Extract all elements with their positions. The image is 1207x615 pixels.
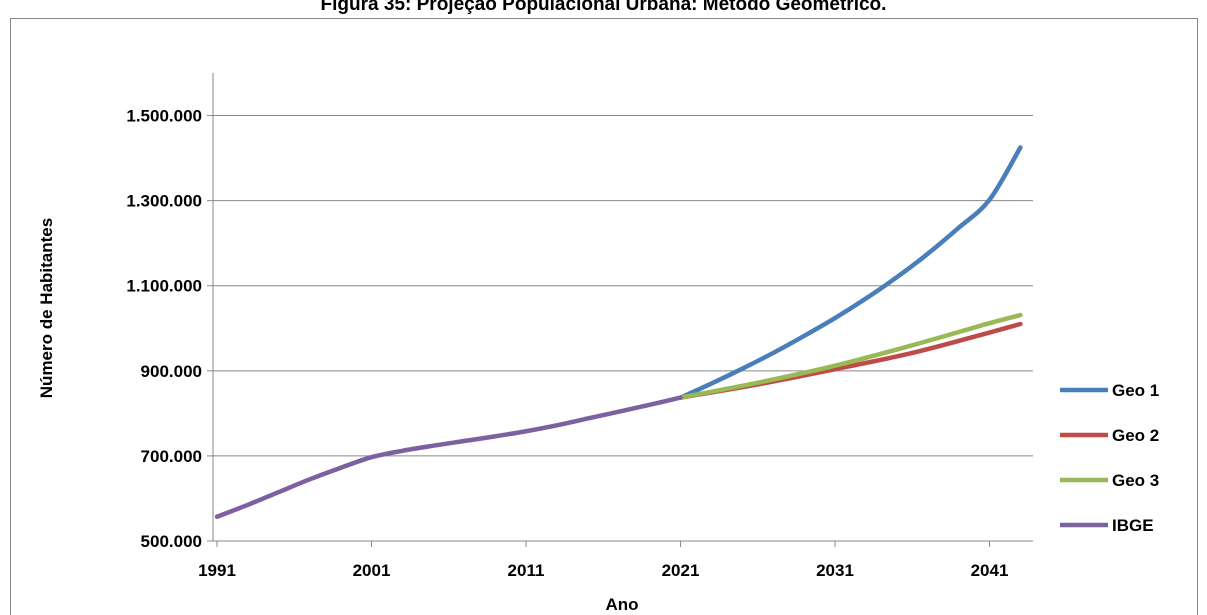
y-tick-label: 1.500.000 <box>126 107 202 126</box>
y-tick-label: 1.300.000 <box>126 192 202 211</box>
x-tick-label: 2011 <box>508 561 545 580</box>
x-tick-label: 2001 <box>353 561 391 580</box>
chart-title: Figura 35: Projeção Populacional Urbana:… <box>320 0 887 15</box>
x-tick-labels: 1991 2001 2011 2021 2031 2041 <box>198 541 1008 580</box>
x-tick-label: 2031 <box>816 561 854 580</box>
y-tick-label: 500.000 <box>141 532 202 551</box>
x-tick-label: 2021 <box>662 561 700 580</box>
legend: Geo 1 Geo 2 Geo 3 IBGE <box>1060 381 1159 535</box>
series-line-ibge <box>214 395 683 519</box>
series-lines <box>214 145 1023 519</box>
gridlines <box>213 115 1033 457</box>
legend-label-geo-3: Geo 3 <box>1112 471 1159 490</box>
y-tick-label: 700.000 <box>141 447 202 466</box>
y-tick-label: 1.100.000 <box>126 277 202 296</box>
legend-label-geo-2: Geo 2 <box>1112 426 1159 445</box>
x-tick-label: 2041 <box>971 561 1009 580</box>
y-tick-labels: 500.000 700.000 900.000 1.100.000 1.300.000 1… <box>126 107 213 551</box>
series-line-geo-3 <box>678 312 1023 400</box>
legend-label-ibge: IBGE <box>1112 516 1154 535</box>
x-tick-label: 1991 <box>198 561 236 580</box>
legend-label-geo-1: Geo 1 <box>1112 381 1159 400</box>
y-axis-title: Número de Habitantes <box>37 218 56 398</box>
chart-frame <box>10 18 1198 615</box>
y-tick-label: 900.000 <box>141 362 202 381</box>
series-line-geo-1 <box>678 145 1023 400</box>
x-axis-title: Ano <box>605 595 638 614</box>
